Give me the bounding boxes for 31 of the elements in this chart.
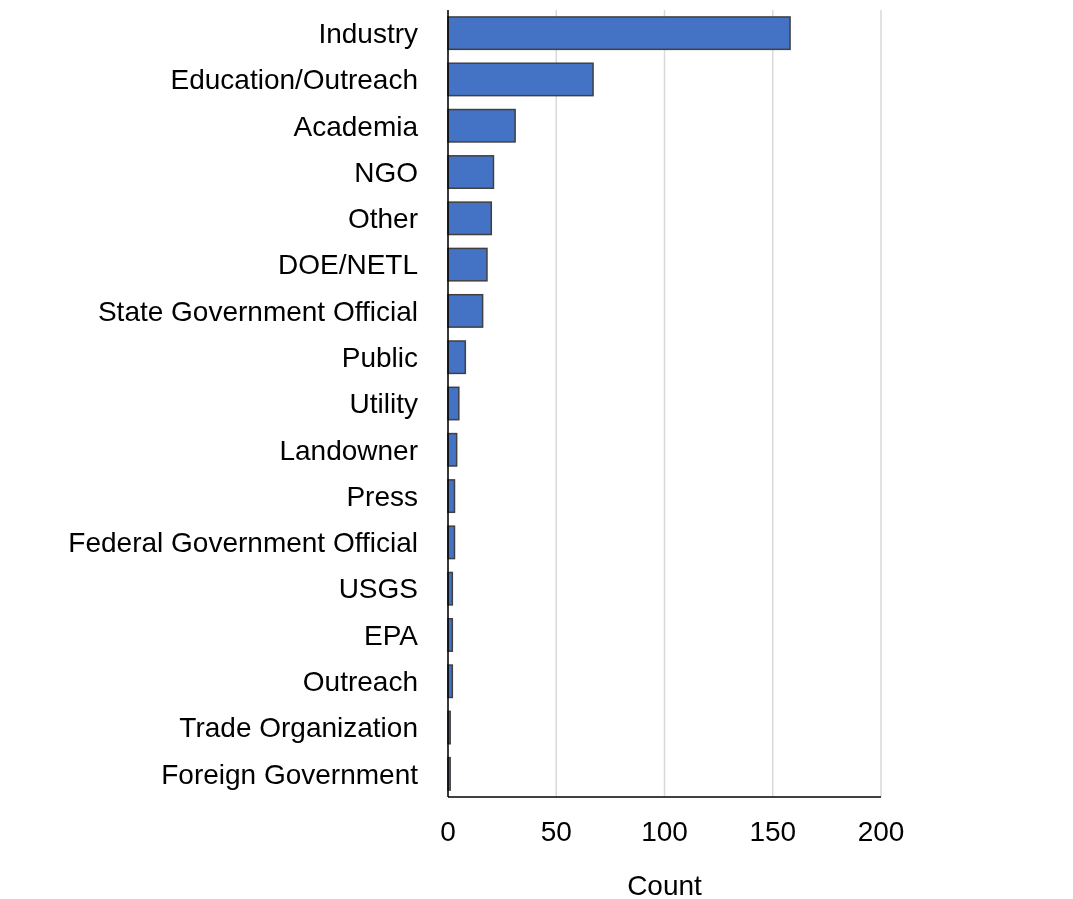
y-tick-label: Industry (318, 17, 418, 49)
y-tick-label: Federal Government Official (68, 527, 418, 559)
bar (447, 247, 488, 282)
y-tick-label: EPA (364, 619, 419, 651)
y-tick-label: Other (347, 203, 418, 235)
bar (447, 155, 495, 189)
bar (447, 293, 484, 328)
y-tick-label: Trade Organization (179, 712, 418, 744)
x-tick-label: 150 (749, 816, 797, 847)
bar (447, 16, 791, 51)
bar (447, 201, 493, 236)
bar (447, 62, 594, 97)
bar (447, 108, 516, 143)
y-tick-label: Foreign Government (161, 758, 419, 790)
y-tick-label: Outreach (302, 666, 418, 698)
y-tick-label: State Government Official (97, 295, 418, 327)
x-tick-label: 50 (540, 816, 572, 847)
x-tick-label: 200 (857, 816, 905, 847)
x-axis-title: Count (627, 870, 703, 899)
x-tick-label: 0 (440, 816, 456, 847)
y-tick-label: USGS (338, 573, 418, 605)
y-tick-label: NGO (354, 156, 418, 188)
y-tick-label: Education/Outreach (170, 64, 418, 96)
x-tick-label: 100 (641, 816, 688, 847)
y-tick-label: DOE/NETL (277, 249, 418, 281)
y-tick-label: Utility (349, 388, 418, 420)
y-tick-label: Landowner (279, 434, 418, 466)
y-tick-label: Academia (293, 110, 419, 142)
y-tick-label: Press (346, 480, 418, 512)
y-tick-label: Public (341, 342, 418, 374)
bar (447, 340, 467, 375)
